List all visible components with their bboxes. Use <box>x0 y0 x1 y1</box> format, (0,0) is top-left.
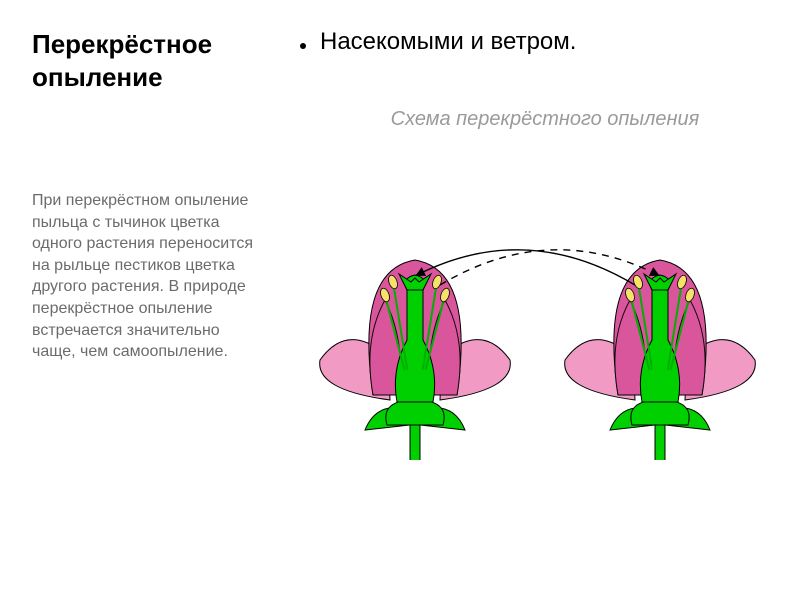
page-title: Перекрёстное опыление <box>32 28 262 93</box>
bullet-text: Насекомыми и ветром. <box>320 28 576 56</box>
pollination-diagram <box>270 140 790 460</box>
body-paragraph: При перекрёстном опыление пыльца с тычин… <box>32 190 262 363</box>
bullet-item: Насекомыми и ветром. <box>300 28 576 56</box>
bullet-dot-icon <box>300 43 306 49</box>
flower-icon <box>320 260 511 460</box>
diagram-caption: Схема перекрёстного опыления <box>330 108 760 131</box>
flower-icon <box>565 260 756 460</box>
